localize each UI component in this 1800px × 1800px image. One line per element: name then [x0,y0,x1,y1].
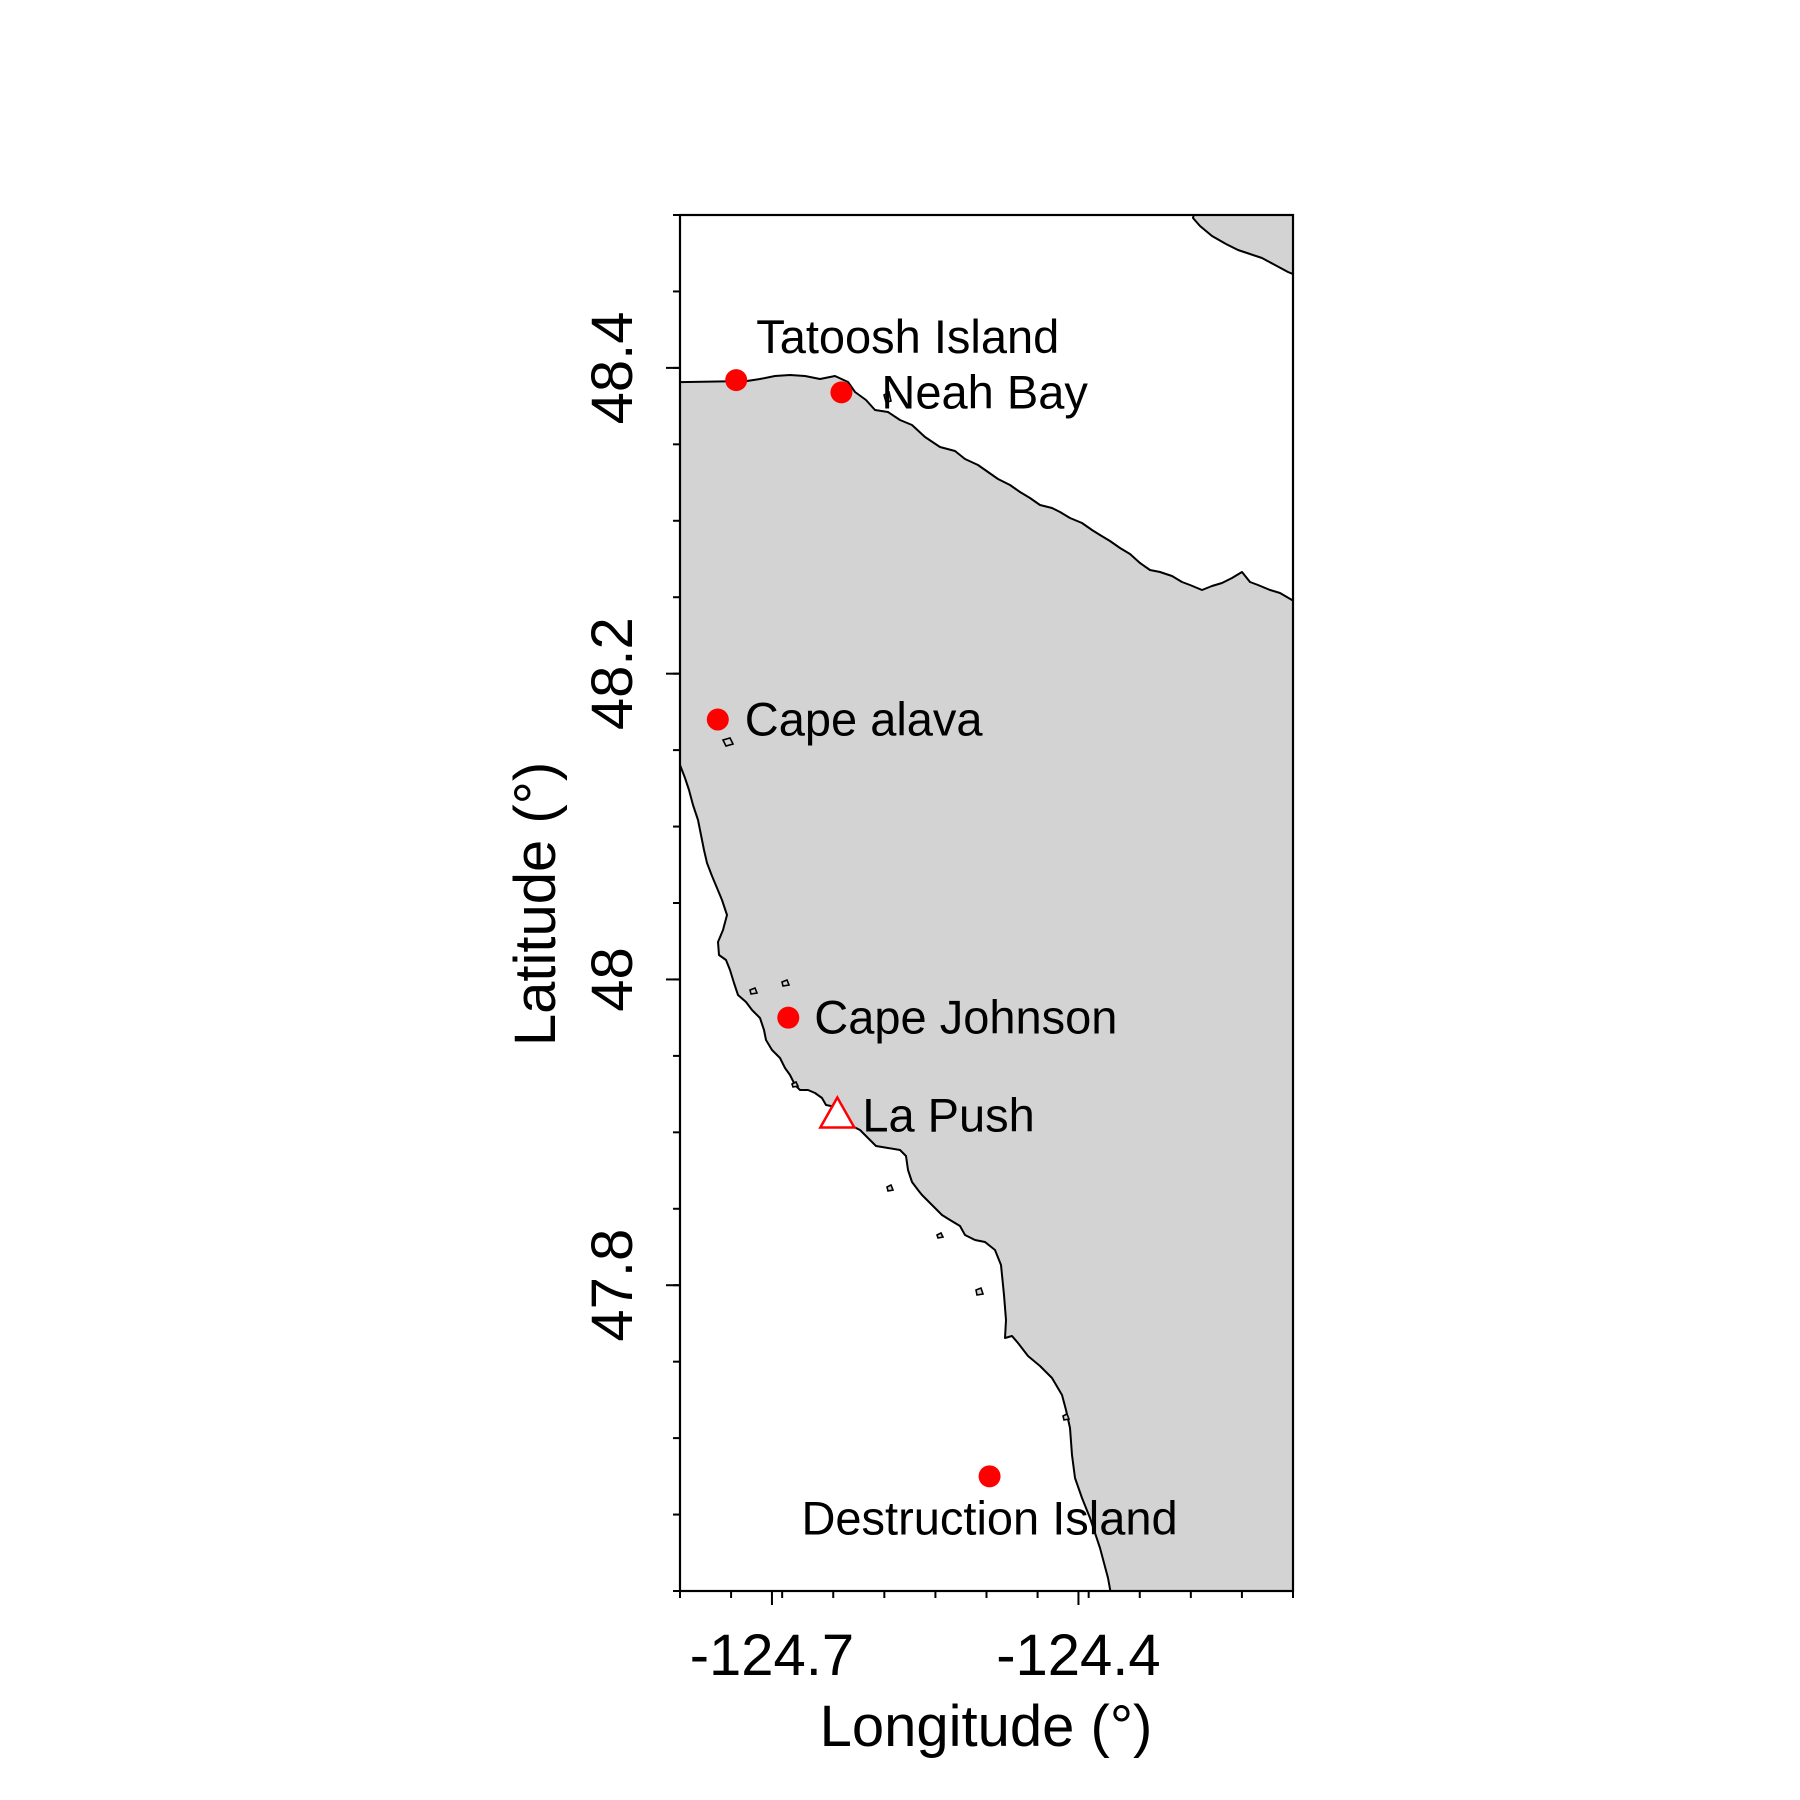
vancouver-island-land [1192,215,1293,276]
islet [883,390,892,403]
site-marker-cape-johnson [777,1006,800,1029]
site-label-neah-bay: Neah Bay [881,365,1088,418]
site-label-cape-alava: Cape alava [745,693,984,746]
islet [886,1183,895,1192]
y-tick-label: 48.4 [580,311,645,424]
site-marker-cape-alava [706,708,729,731]
site-label-destruction-island: Destruction Island [801,1491,1177,1544]
y-tick-label: 48 [580,947,645,1012]
islet [936,1231,945,1239]
site-label-tatoosh-island: Tatoosh Island [756,310,1059,363]
islet [781,978,791,987]
map-area [680,215,1293,1591]
site-label-cape-johnson: Cape Johnson [814,991,1117,1044]
axes: -124.7 -124.4 47.8 48 48.2 48.4 [580,214,1294,1688]
site-marker-destruction-island [978,1465,1001,1488]
land-polygon [680,374,1293,1591]
x-tick-label: -124.4 [996,1623,1160,1688]
site-marker-tatoosh-island [725,369,748,392]
islet [975,1286,985,1296]
y-axis-title: Latitude (°) [503,762,568,1046]
y-tick-label: 48.2 [580,617,645,730]
islet [791,1080,800,1088]
site-label-la-push: La Push [862,1089,1034,1142]
islet [749,986,759,995]
site-marker-neah-bay [830,381,853,404]
islet [721,737,735,747]
islet [1062,1412,1071,1421]
site-marker-la-push [818,1094,857,1129]
y-tick-label: 47.8 [580,1229,645,1342]
x-axis-title: Longitude (°) [820,1694,1153,1759]
x-tick-label: -124.7 [690,1623,854,1688]
